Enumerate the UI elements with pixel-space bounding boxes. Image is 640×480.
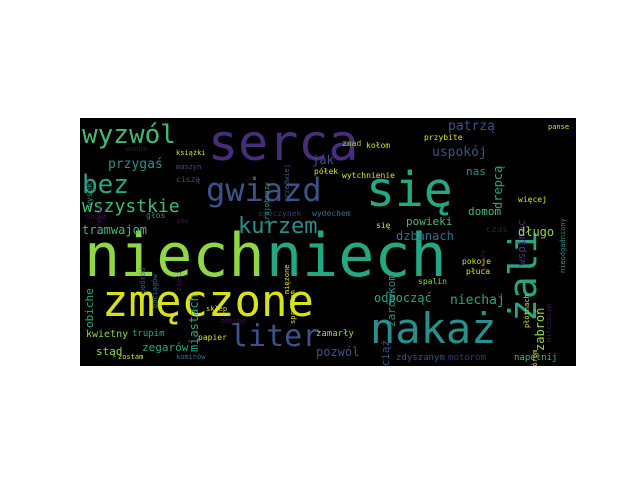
word-kominow: kominów (176, 353, 206, 361)
word-polek: półek (314, 167, 339, 176)
word-przybite: przybite (424, 133, 463, 142)
word-przygas: przygaś (108, 157, 163, 172)
word-znad: znad (342, 139, 362, 148)
word-cloud: niech niech serca zmęczone nakaż się gwi… (80, 118, 576, 366)
word-uspokoj: uspokój (432, 145, 487, 160)
word-zielij: zielij (175, 265, 183, 291)
word-cisza: ciszą (176, 175, 201, 184)
word-pluca: płuca (466, 267, 491, 276)
word-snu: snu (176, 217, 189, 225)
word-motorom: motorom (448, 353, 486, 363)
word-wytchnienie: wytchnienie (342, 171, 395, 180)
word-zostam: zostam (118, 353, 144, 361)
word-powieki: powieki (406, 215, 453, 228)
word-wszystkie: wszystkie (82, 196, 180, 217)
word-glos: głos (146, 211, 166, 220)
word-bez: bez (82, 170, 129, 200)
word-wysoki: wysoki (85, 178, 94, 207)
word-zamarly: zamarły (316, 329, 354, 339)
word-wciaz: wciąż (379, 339, 392, 366)
word-spalin: spalin (418, 277, 447, 286)
word-miezone: mięzone (283, 264, 291, 294)
word-zdyszanym: zdyszanym (396, 353, 445, 363)
word-maszyn: maszyn (176, 163, 202, 171)
word-miastach: miastach (187, 294, 201, 352)
word-niech: niech (266, 221, 447, 291)
word-stad: stąd (96, 345, 123, 358)
word-trupim: trupim (132, 329, 165, 339)
word-tramwajom: tramwajom (82, 223, 148, 237)
word-domom: domom (468, 205, 502, 218)
word-gwiazd: gwiazd (206, 171, 322, 209)
word-prosimy: prosimy (95, 202, 103, 232)
word-pociagow: pociągów (151, 274, 159, 308)
word-czas: czas (486, 225, 508, 235)
word-wyzwol: wyzwól (82, 120, 176, 150)
word-niech: niech (84, 221, 265, 291)
word-dlugo: długo (518, 225, 555, 239)
word-dzbanach: dzbanach (396, 229, 454, 243)
word-nieodgadniony: nieodgadniony (559, 218, 567, 273)
word-kurzem: kurzem (238, 214, 318, 239)
word-kolom: kołom (366, 141, 391, 150)
word-sprzetom: sprzętom (289, 290, 297, 324)
word-sie: się (366, 162, 453, 218)
word-drepca: drepcą (491, 165, 505, 209)
word-serca: serca (208, 118, 359, 172)
word-napelnij: napełnij (514, 353, 558, 363)
word-zmeczone: zmęczone (102, 276, 314, 327)
word-obiche: obiche (83, 288, 96, 328)
word-piorom: piórom (531, 349, 539, 366)
word-przedwiej: przedwiej (283, 164, 291, 202)
word-pozwol: pozwól (316, 345, 360, 359)
word-plotnach: płótnach (523, 294, 531, 328)
word-odpoczac: odpocząć (374, 291, 432, 305)
word-sie2: się (376, 221, 391, 230)
word-nocne: nocne (86, 213, 108, 221)
word-papier: papier (198, 333, 227, 342)
word-kwietny: kwietny (86, 329, 129, 340)
word-zdejmy: zdejmy (220, 317, 246, 325)
word-milczacym: milczącym (545, 304, 553, 342)
word-patrza: patrzą (448, 119, 495, 134)
word-wonna: wonna (126, 145, 148, 153)
word-liter: liter (230, 319, 321, 354)
word-ksiazki: książki (176, 149, 206, 157)
word-jak: jak (312, 153, 334, 167)
word-panse: panse (548, 123, 570, 131)
word-niechaj: niechaj (450, 293, 505, 308)
word-wydechem: wydechem (312, 209, 351, 218)
word-nas: nas (466, 165, 486, 178)
word-zegarow: zegarów (142, 341, 189, 354)
word-krajobrazy: krajobrazy (263, 181, 271, 224)
word-pokoje: pokoje (462, 257, 491, 266)
word-sklep: sklep (206, 305, 228, 313)
word-wiecej: więcej (518, 195, 547, 204)
word-spoczynek: spoczynek (258, 209, 302, 218)
word-nakaz: nakaż (370, 304, 497, 353)
word-posrod: pośród (139, 267, 147, 293)
